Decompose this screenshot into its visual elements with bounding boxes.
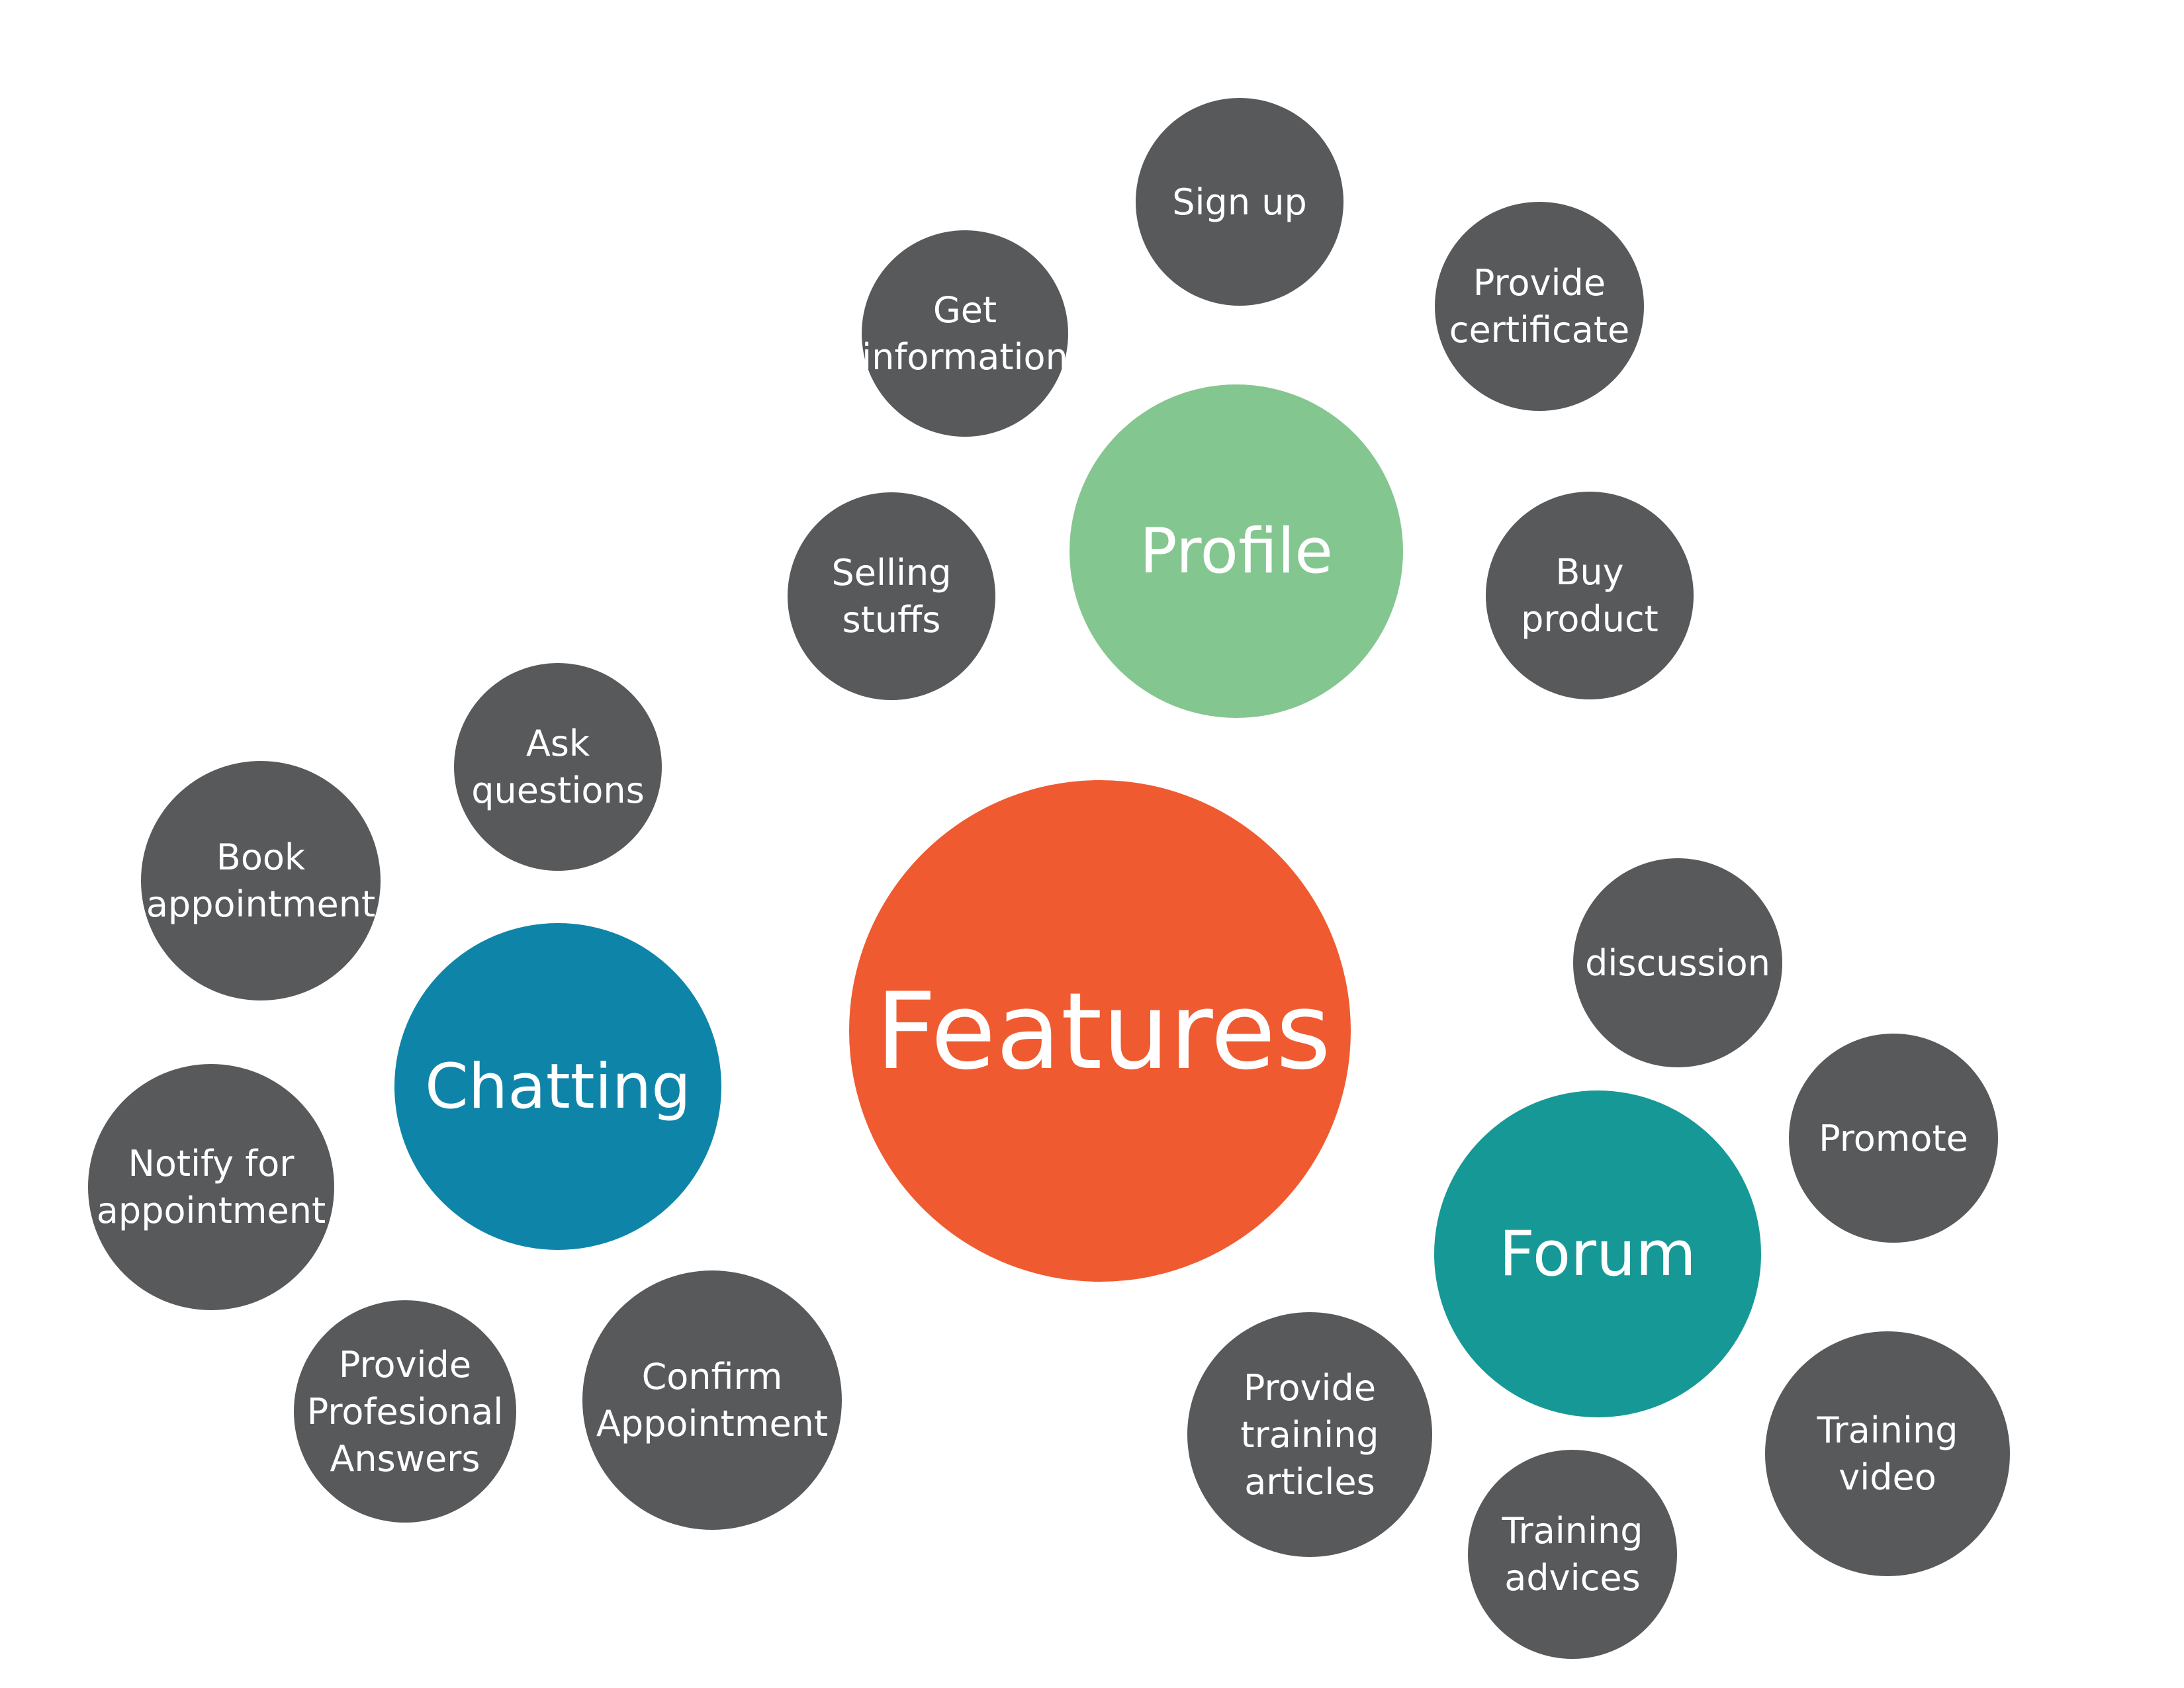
professional-answers-node: Provide Profesional Answers [294,1300,516,1523]
promote-label: Promote [1819,1117,1968,1159]
book-appointment-label: Book appointment [146,836,376,925]
forum-label: Forum [1498,1218,1697,1290]
selling-stuffs-node: Selling stuffs [788,492,995,700]
forum-node: Forum [1434,1090,1761,1417]
discussion-label: discussion [1585,942,1770,984]
discussion-node: discussion [1573,858,1782,1067]
chatting-label: Chatting [425,1050,691,1123]
chatting-node: Chatting [394,923,721,1250]
get-information-label: Get information [862,289,1068,378]
selling-stuffs-label: Selling stuffs [831,552,952,641]
training-advices-node: Training advices [1468,1450,1677,1659]
notify-appointment-label: Notify for appointment [96,1143,326,1231]
promote-node: Promote [1789,1034,1998,1243]
training-video-node: Training video [1765,1331,2010,1576]
profile-label: Profile [1139,515,1334,588]
features-node: Features [849,780,1351,1282]
provide-certificate-node: Provide certificate [1435,202,1644,411]
book-appointment-node: Book appointment [141,761,381,1000]
notify-appointment-node: Notify for appointment [88,1064,334,1310]
training-video-label: Training video [1817,1409,1958,1498]
training-articles-node: Provide training articles [1187,1312,1432,1557]
features-label: Features [876,969,1331,1093]
professional-answers-label: Provide Profesional Answers [306,1343,504,1480]
profile-node: Profile [1069,384,1403,718]
confirm-appointment-label: Confirm Appointment [596,1356,829,1444]
buy-product-label: Buy product [1521,551,1659,640]
training-articles-label: Provide training articles [1240,1366,1379,1503]
sign-up-node: Sign up [1136,98,1343,306]
confirm-appointment-node: Confirm Appointment [582,1270,842,1530]
training-advices-label: Training advices [1502,1510,1643,1599]
buy-product-node: Buy product [1486,492,1694,699]
sign-up-label: Sign up [1172,181,1307,223]
ask-questions-label: Ask questions [471,723,645,811]
get-information-node: Get information [862,230,1068,437]
ask-questions-node: Ask questions [454,663,662,871]
provide-certificate-label: Provide certificate [1449,262,1630,351]
